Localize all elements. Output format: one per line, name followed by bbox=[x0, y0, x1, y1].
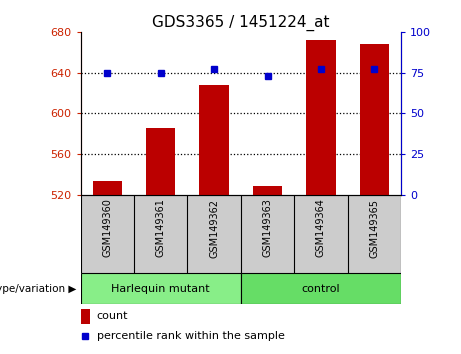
Bar bbox=[81, 273, 241, 304]
Text: GSM149363: GSM149363 bbox=[263, 199, 272, 257]
Bar bbox=[360, 44, 389, 195]
Text: GSM149360: GSM149360 bbox=[102, 199, 112, 257]
Text: GSM149364: GSM149364 bbox=[316, 199, 326, 257]
Bar bbox=[93, 182, 122, 195]
Text: Harlequin mutant: Harlequin mutant bbox=[112, 284, 210, 293]
Title: GDS3365 / 1451224_at: GDS3365 / 1451224_at bbox=[152, 14, 330, 30]
Text: genotype/variation ▶: genotype/variation ▶ bbox=[0, 284, 76, 293]
Text: GSM149365: GSM149365 bbox=[369, 199, 379, 258]
Bar bbox=[253, 185, 282, 195]
Text: GSM149362: GSM149362 bbox=[209, 199, 219, 258]
Bar bbox=[241, 273, 401, 304]
Bar bbox=[81, 309, 90, 324]
Text: control: control bbox=[301, 284, 340, 293]
Text: percentile rank within the sample: percentile rank within the sample bbox=[97, 331, 284, 341]
Bar bbox=[306, 40, 336, 195]
Bar bbox=[200, 85, 229, 195]
Bar bbox=[146, 127, 176, 195]
Text: GSM149361: GSM149361 bbox=[156, 199, 166, 257]
Text: count: count bbox=[97, 311, 128, 321]
